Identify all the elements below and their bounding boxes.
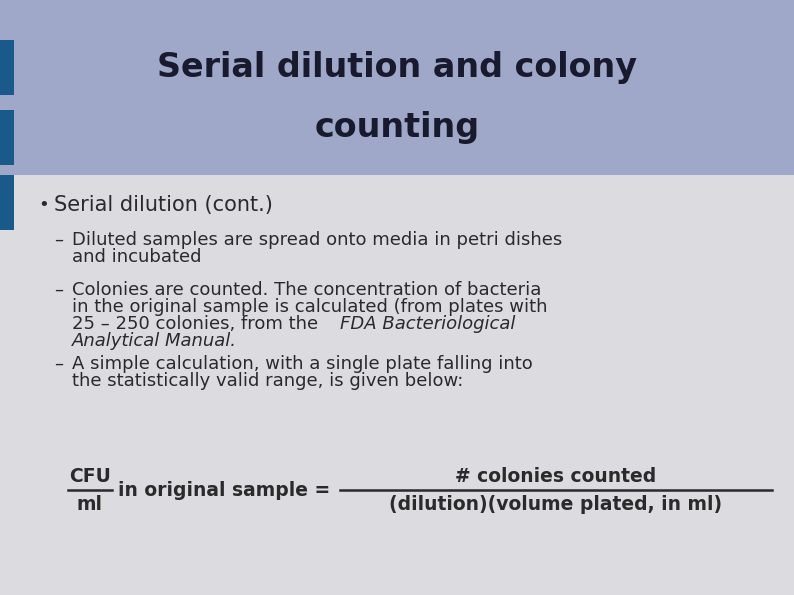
Text: •: • [38, 196, 48, 214]
Text: Colonies are counted. The concentration of bacteria: Colonies are counted. The concentration … [72, 281, 542, 299]
Text: (dilution)(volume plated, in ml): (dilution)(volume plated, in ml) [389, 494, 723, 513]
Text: A simple calculation, with a single plate falling into: A simple calculation, with a single plat… [72, 355, 533, 373]
Text: # colonies counted: # colonies counted [456, 466, 657, 486]
Text: Serial dilution and colony: Serial dilution and colony [157, 52, 637, 84]
Text: Serial dilution (cont.): Serial dilution (cont.) [54, 195, 273, 215]
Text: ml: ml [77, 494, 103, 513]
Text: and incubated: and incubated [72, 248, 202, 266]
Text: Analytical Manual.: Analytical Manual. [72, 332, 237, 350]
Text: in the original sample is calculated (from plates with: in the original sample is calculated (fr… [72, 298, 548, 316]
Text: –: – [54, 281, 63, 299]
Bar [0, 175, 794, 595]
Text: –: – [54, 355, 63, 373]
Text: in original sample =: in original sample = [118, 481, 330, 499]
Bar [0, 0, 794, 175]
Bar [0, 40, 14, 95]
Text: –: – [54, 231, 63, 249]
Text: counting: counting [314, 111, 480, 145]
Text: FDA Bacteriological: FDA Bacteriological [340, 315, 515, 333]
Text: 25 – 250 colonies, from the: 25 – 250 colonies, from the [72, 315, 324, 333]
Text: the statistically valid range, is given below:: the statistically valid range, is given … [72, 372, 464, 390]
Bar [0, 175, 14, 230]
Text: Diluted samples are spread onto media in petri dishes: Diluted samples are spread onto media in… [72, 231, 562, 249]
Bar [0, 110, 14, 165]
Text: CFU: CFU [69, 466, 111, 486]
